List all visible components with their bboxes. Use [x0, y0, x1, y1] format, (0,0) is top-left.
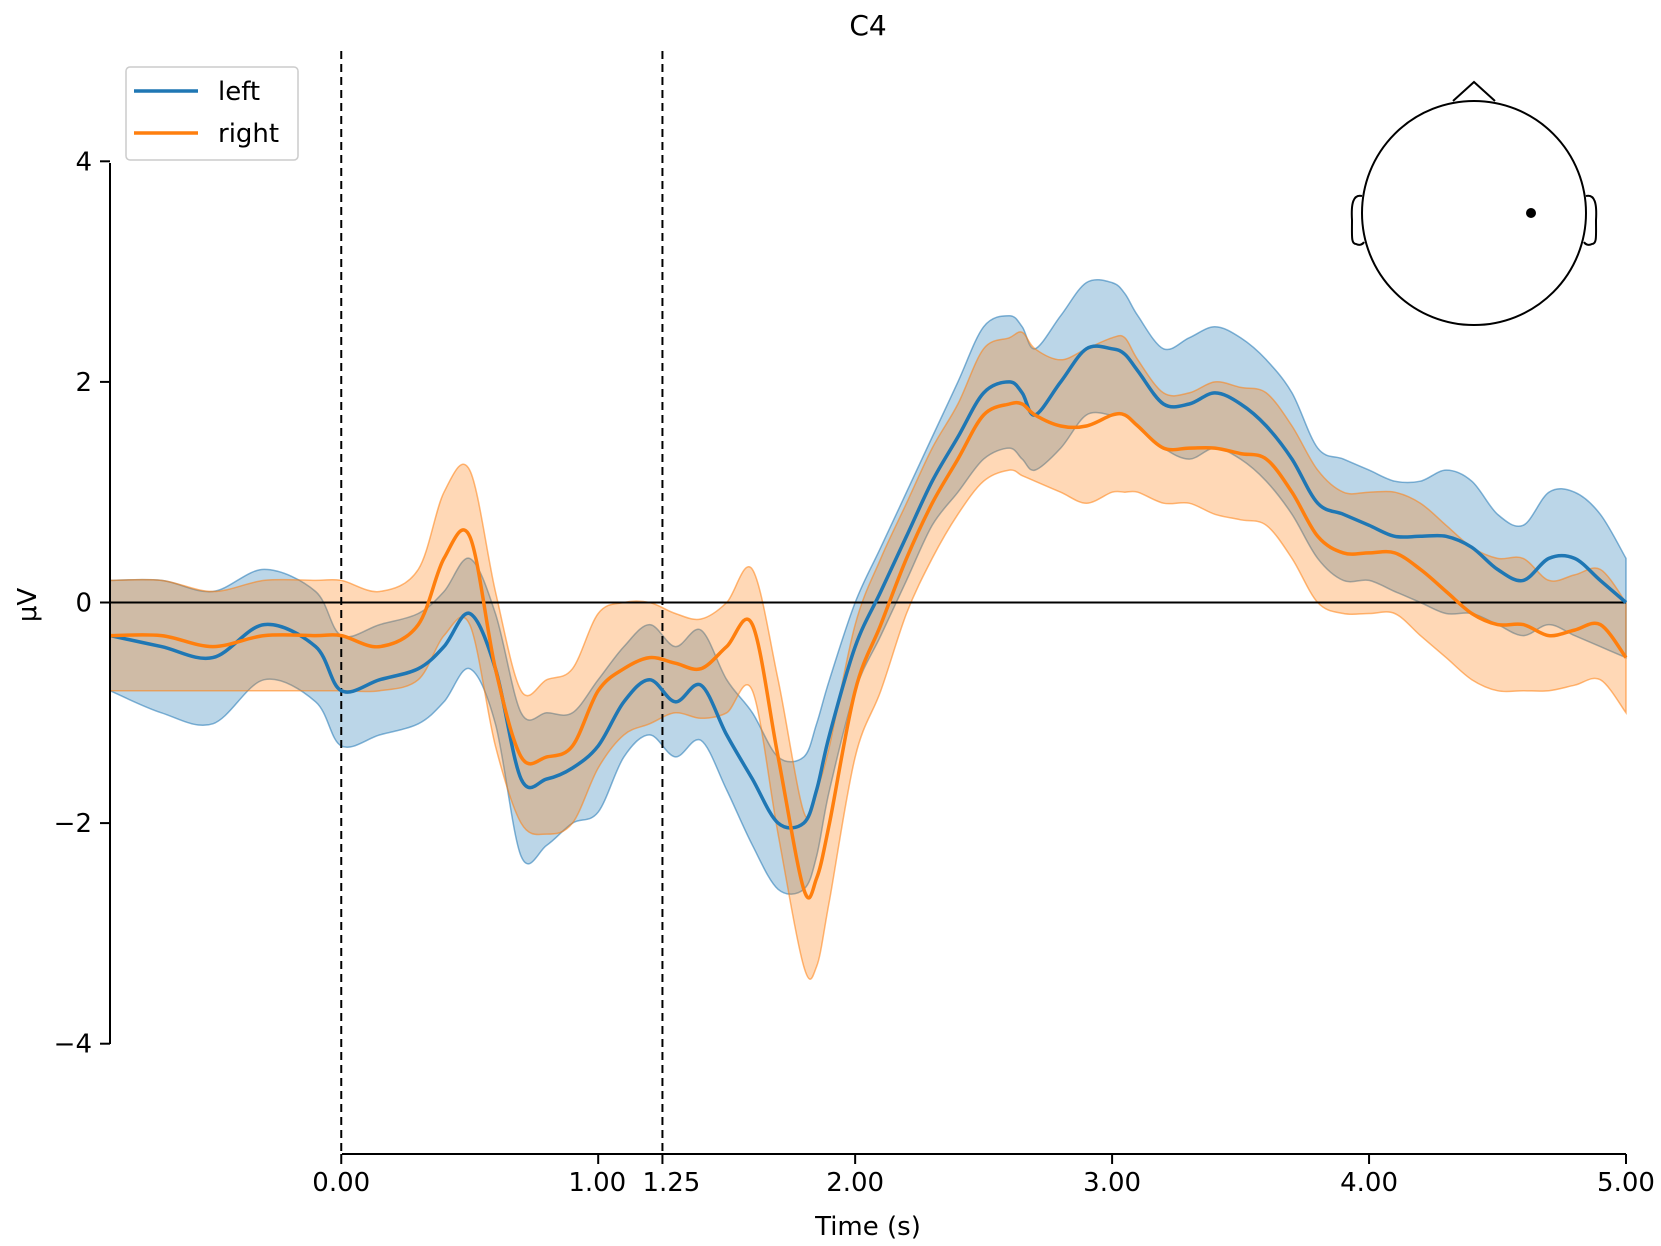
- head-outline-icon: [1361, 100, 1587, 326]
- y-tick-label: 4: [75, 147, 92, 177]
- x-tick-label: 4.00: [1340, 1168, 1398, 1198]
- x-tick-label: 0.00: [312, 1168, 370, 1198]
- sensor-position-inset: [1350, 80, 1598, 326]
- head-nose-icon: [1452, 80, 1496, 102]
- sensor-dot-icon: [1526, 208, 1536, 218]
- series-lines: [109, 344, 1628, 900]
- y-tick-label: 2: [75, 368, 92, 398]
- confidence-bands: [109, 278, 1627, 980]
- x-axis-label: Time (s): [814, 1212, 921, 1242]
- x-tick-label: 1.25: [642, 1168, 700, 1198]
- legend: left right: [125, 66, 299, 161]
- y-ticks: −4 −2 0 2 4: [54, 147, 110, 1060]
- line-left: [109, 344, 1628, 830]
- y-tick-label: 0: [75, 589, 92, 619]
- y-tick-label: −4: [54, 1030, 92, 1060]
- head-right-ear-icon: [1583, 194, 1598, 246]
- x-tick-label: 1.00: [568, 1168, 626, 1198]
- event-markers: [340, 51, 664, 1154]
- y-tick-label: −2: [54, 809, 92, 839]
- legend-label-left: left: [218, 77, 260, 107]
- x-tick-label: 2.00: [826, 1168, 884, 1198]
- line-right: [109, 400, 1628, 900]
- legend-label-right: right: [218, 119, 279, 149]
- x-ticks: 0.00 1.00 1.25 2.00 3.00 4.00 5.00: [312, 1154, 1655, 1198]
- chart-title: C4: [849, 9, 886, 42]
- x-tick-label: 5.00: [1597, 1168, 1655, 1198]
- head-left-ear-icon: [1350, 194, 1365, 246]
- y-axis-label: μV: [13, 588, 43, 623]
- x-tick-label: 3.00: [1083, 1168, 1141, 1198]
